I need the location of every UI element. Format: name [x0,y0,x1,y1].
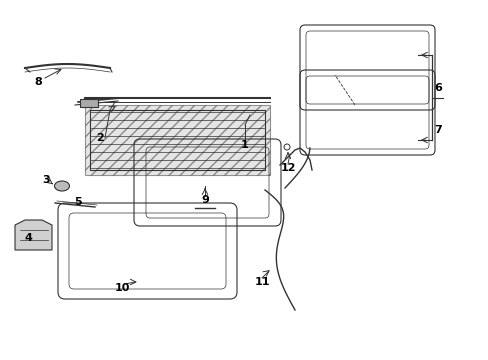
Text: 2: 2 [96,133,103,143]
Ellipse shape [54,181,69,191]
Text: 7: 7 [433,125,441,135]
Text: 3: 3 [42,175,50,185]
Text: 4: 4 [24,233,32,243]
Text: 12: 12 [280,163,295,173]
Polygon shape [15,220,52,250]
Text: 6: 6 [433,83,441,93]
Text: 8: 8 [34,77,42,87]
Bar [80,99,98,107]
Text: 11: 11 [254,277,269,287]
Text: 5: 5 [74,197,81,207]
Text: 10: 10 [114,283,129,293]
Text: 1: 1 [241,140,248,150]
Text: 9: 9 [201,195,208,205]
Polygon shape [85,105,269,175]
